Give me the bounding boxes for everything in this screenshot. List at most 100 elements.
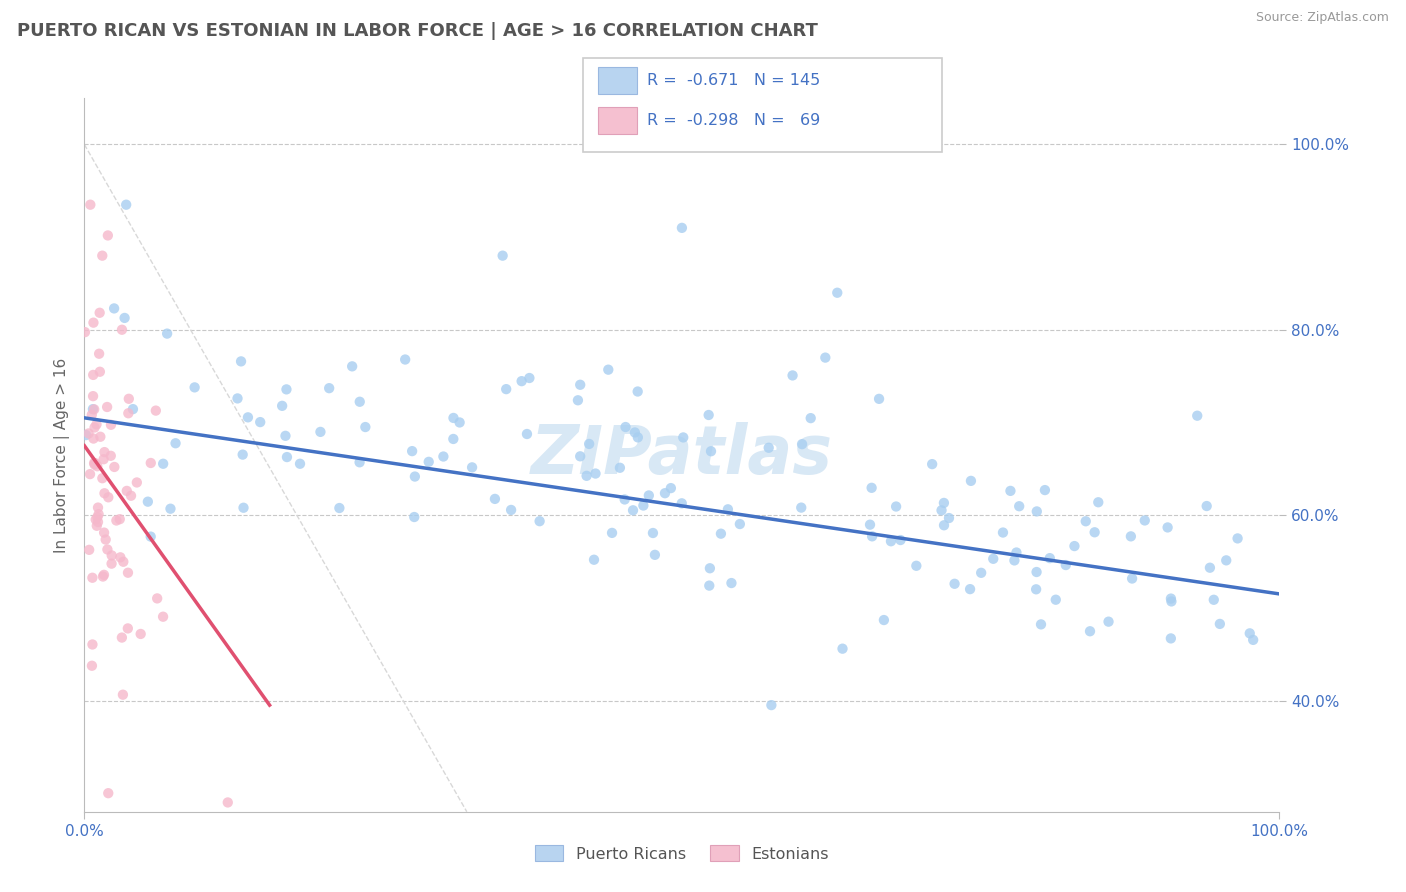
Point <box>136 494 159 508</box>
Point <box>484 491 506 506</box>
Point <box>229 354 252 368</box>
Point <box>567 393 589 408</box>
Point <box>1121 572 1143 586</box>
Point <box>80 408 103 422</box>
Point <box>91 569 114 583</box>
Point <box>1160 594 1182 608</box>
Point <box>495 382 517 396</box>
Point <box>82 316 104 330</box>
Text: ZIPat​las: ZIPat​las <box>531 422 832 488</box>
Point <box>659 481 682 495</box>
Point <box>401 444 423 458</box>
Point <box>644 548 666 562</box>
Point <box>641 526 664 541</box>
Point <box>860 481 883 495</box>
Point <box>84 512 107 526</box>
Point <box>1215 553 1237 567</box>
Point <box>100 449 122 463</box>
Point <box>637 488 659 502</box>
Point <box>232 448 254 462</box>
Legend: Puerto Ricans, Estonians: Puerto Ricans, Estonians <box>529 839 835 868</box>
Point <box>77 426 100 441</box>
Point <box>271 399 294 413</box>
Point <box>814 351 837 365</box>
Point <box>89 365 111 379</box>
Point <box>1209 616 1232 631</box>
Point <box>79 197 101 211</box>
Point <box>510 374 533 388</box>
Point <box>288 457 311 471</box>
Point <box>97 786 120 800</box>
Point <box>96 400 118 414</box>
Point <box>1195 499 1218 513</box>
Point <box>93 525 115 540</box>
Point <box>97 228 120 243</box>
Point <box>86 417 108 432</box>
Point <box>1054 558 1077 572</box>
Point <box>970 566 993 580</box>
Point <box>152 609 174 624</box>
Point <box>1187 409 1209 423</box>
Point <box>671 496 693 510</box>
Point <box>1025 504 1047 518</box>
Point <box>1199 560 1222 574</box>
Point <box>432 450 454 464</box>
Point <box>83 456 105 470</box>
Point <box>516 427 538 442</box>
Point <box>633 499 655 513</box>
Point <box>111 631 134 645</box>
Point <box>529 514 551 528</box>
Point <box>1087 495 1109 509</box>
Point <box>921 457 943 471</box>
Point <box>86 510 108 524</box>
Point <box>89 347 111 361</box>
Point <box>340 359 363 374</box>
Point <box>159 501 181 516</box>
Point <box>115 483 138 498</box>
Point <box>91 249 114 263</box>
Point <box>492 249 515 263</box>
Point <box>100 557 122 571</box>
Point <box>79 467 101 482</box>
Point <box>449 416 471 430</box>
Point <box>93 445 115 459</box>
Point <box>761 698 783 712</box>
Point <box>156 326 179 341</box>
Point <box>1029 617 1052 632</box>
Point <box>89 430 111 444</box>
Point <box>860 529 883 543</box>
Point <box>226 392 249 406</box>
Point <box>1002 553 1025 567</box>
Point <box>1097 615 1119 629</box>
Point <box>93 567 115 582</box>
Point <box>83 402 105 417</box>
Point <box>1119 529 1142 543</box>
Point <box>117 622 139 636</box>
Point <box>1160 591 1182 606</box>
Point <box>1008 500 1031 514</box>
Point <box>1239 626 1261 640</box>
Point <box>183 380 205 394</box>
Point <box>800 411 823 425</box>
Point <box>859 517 882 532</box>
Point <box>1033 483 1056 497</box>
Point <box>111 323 134 337</box>
Point <box>114 310 136 325</box>
Point <box>82 432 104 446</box>
Point <box>1045 592 1067 607</box>
Point <box>1156 520 1178 534</box>
Point <box>1005 545 1028 559</box>
Point <box>1039 551 1062 566</box>
Point <box>569 450 592 464</box>
Text: PUERTO RICAN VS ESTONIAN IN LABOR FORCE | AGE > 16 CORRELATION CHART: PUERTO RICAN VS ESTONIAN IN LABOR FORCE … <box>17 22 818 40</box>
Point <box>932 496 955 510</box>
Point <box>569 377 592 392</box>
Point <box>82 571 104 585</box>
Point <box>627 430 650 444</box>
Point <box>697 579 720 593</box>
Point <box>111 688 134 702</box>
Point <box>120 489 142 503</box>
Point <box>1084 525 1107 540</box>
Text: Source: ZipAtlas.com: Source: ZipAtlas.com <box>1256 11 1389 24</box>
Point <box>959 582 981 596</box>
